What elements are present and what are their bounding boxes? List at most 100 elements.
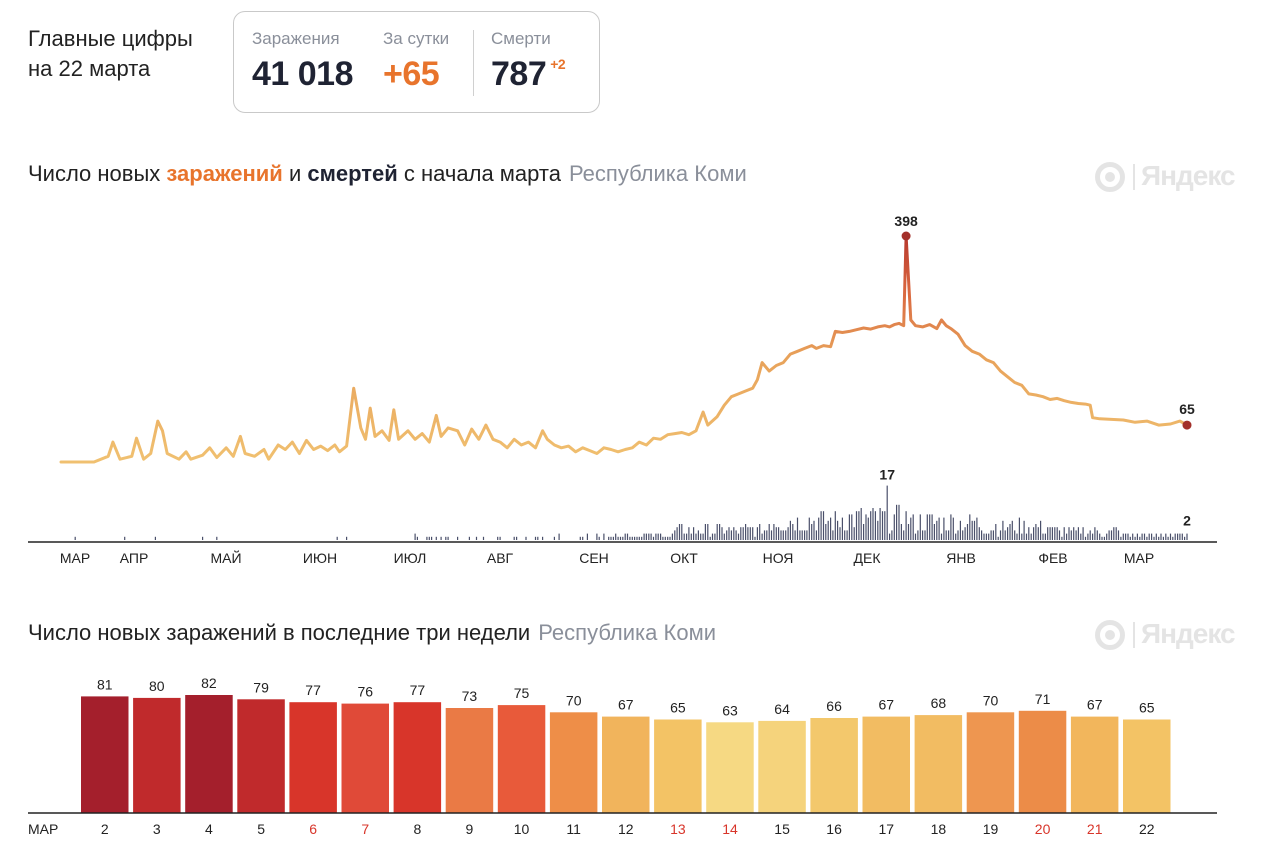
- deaths-bar: [728, 527, 730, 540]
- deaths-bar: [1158, 536, 1160, 540]
- deaths-bar: [855, 511, 858, 540]
- stat-daily: За сутки +65: [383, 29, 449, 94]
- deaths-bar: [806, 530, 808, 540]
- deaths-bar: [726, 530, 728, 540]
- deaths-bar: [655, 533, 657, 540]
- deaths-bar: [813, 520, 815, 540]
- deaths-bar: [912, 514, 914, 540]
- bar-category-label: 5: [257, 821, 265, 837]
- deaths-bar: [553, 536, 555, 540]
- deaths-bar: [825, 524, 827, 540]
- deaths-bar: [615, 533, 617, 540]
- deaths-bar: [914, 533, 917, 540]
- deaths-bar: [834, 511, 836, 540]
- deaths-bar: [445, 536, 447, 540]
- bar-category-label: 7: [361, 821, 369, 837]
- deaths-bar: [929, 514, 931, 540]
- bar-value-label: 71: [1035, 691, 1051, 707]
- deaths-bar: [959, 520, 961, 540]
- deaths-bar: [877, 520, 879, 540]
- deaths-bar: [844, 530, 846, 540]
- deaths-bar: [945, 530, 947, 540]
- deaths-bar: [499, 536, 501, 540]
- deaths-bar: [992, 530, 994, 540]
- deaths-bar: [1099, 533, 1101, 540]
- bar-value-label: 67: [1087, 697, 1103, 713]
- deaths-bar: [414, 533, 416, 540]
- deaths-bar: [773, 524, 775, 540]
- bar-16: [810, 718, 858, 813]
- bar-category-label: 3: [153, 821, 161, 837]
- month-label: ОКТ: [670, 550, 698, 566]
- bar-8: [393, 702, 442, 813]
- yandex-logo-1[interactable]: Яндекс: [1093, 158, 1236, 194]
- deaths-bar: [1007, 527, 1009, 540]
- bar-category-label: 4: [205, 821, 213, 837]
- deaths-bar: [1004, 530, 1006, 540]
- deaths-bar: [853, 527, 855, 540]
- deaths-bar: [881, 511, 884, 540]
- bar-value-label: 77: [410, 682, 426, 698]
- month-label: МАЙ: [210, 549, 241, 566]
- deaths-bar: [846, 530, 848, 540]
- deaths-bar: [886, 485, 888, 540]
- deaths-peak-label: 17: [879, 467, 895, 483]
- deaths-bar: [645, 533, 647, 540]
- deaths-bar: [792, 524, 794, 540]
- yandex-logo-2[interactable]: Яндекс: [1093, 616, 1236, 652]
- deaths-bar: [898, 504, 900, 540]
- deaths-bar: [1174, 533, 1176, 540]
- deaths-bar: [938, 517, 940, 540]
- deaths-bar: [1040, 520, 1042, 540]
- deaths-bar: [1148, 533, 1150, 540]
- deaths-bar: [964, 527, 966, 540]
- deaths-bar: [735, 530, 737, 540]
- deaths-bar: [990, 530, 992, 540]
- deaths-bar: [74, 536, 76, 540]
- deaths-bar: [745, 524, 747, 540]
- month-label: ДЕК: [854, 550, 882, 566]
- bar-3: [133, 697, 181, 813]
- deaths-bar: [778, 527, 780, 540]
- chart1-title-infections: заражений: [166, 161, 283, 186]
- deaths-bar: [1103, 536, 1105, 540]
- deaths-bar: [619, 536, 622, 540]
- deaths-bar: [513, 536, 515, 540]
- deaths-bar: [1009, 524, 1011, 540]
- deaths-bar: [650, 533, 652, 540]
- deaths-bar: [756, 527, 758, 540]
- bar-5: [237, 699, 285, 813]
- deaths-bar: [983, 533, 985, 540]
- deaths-bar: [933, 524, 935, 540]
- deaths-bar: [678, 524, 681, 540]
- deaths-bar: [1134, 536, 1136, 540]
- deaths-bar: [1132, 533, 1134, 540]
- deaths-bar: [903, 530, 905, 540]
- month-label: ИЮН: [303, 550, 337, 566]
- bar-category-label: 11: [566, 821, 581, 837]
- deaths-bar: [1018, 517, 1020, 540]
- deaths-bar: [537, 536, 539, 540]
- deaths-bar: [889, 533, 891, 540]
- deaths-bar: [648, 533, 650, 540]
- deaths-bar: [997, 536, 999, 540]
- deaths-bar: [827, 520, 829, 540]
- deaths-bar: [634, 536, 636, 540]
- deaths-bar: [631, 536, 633, 540]
- deaths-bar: [579, 536, 581, 540]
- deaths-bar: [1186, 533, 1188, 540]
- deaths-bar: [447, 536, 449, 540]
- deaths-bar: [837, 520, 839, 540]
- deaths-bar: [704, 524, 706, 540]
- bar-21: [1070, 716, 1119, 813]
- deaths-bar: [940, 533, 943, 540]
- bar-value-label: 80: [149, 678, 165, 694]
- deaths-bar: [801, 530, 803, 540]
- deaths-bar: [719, 524, 721, 540]
- deaths-bar: [1151, 533, 1153, 540]
- deaths-bar: [905, 511, 907, 540]
- deaths-bar: [1073, 527, 1075, 540]
- chart1-region: Республика Коми: [568, 161, 747, 186]
- deaths-bar: [948, 530, 950, 540]
- deaths-bar: [796, 517, 799, 540]
